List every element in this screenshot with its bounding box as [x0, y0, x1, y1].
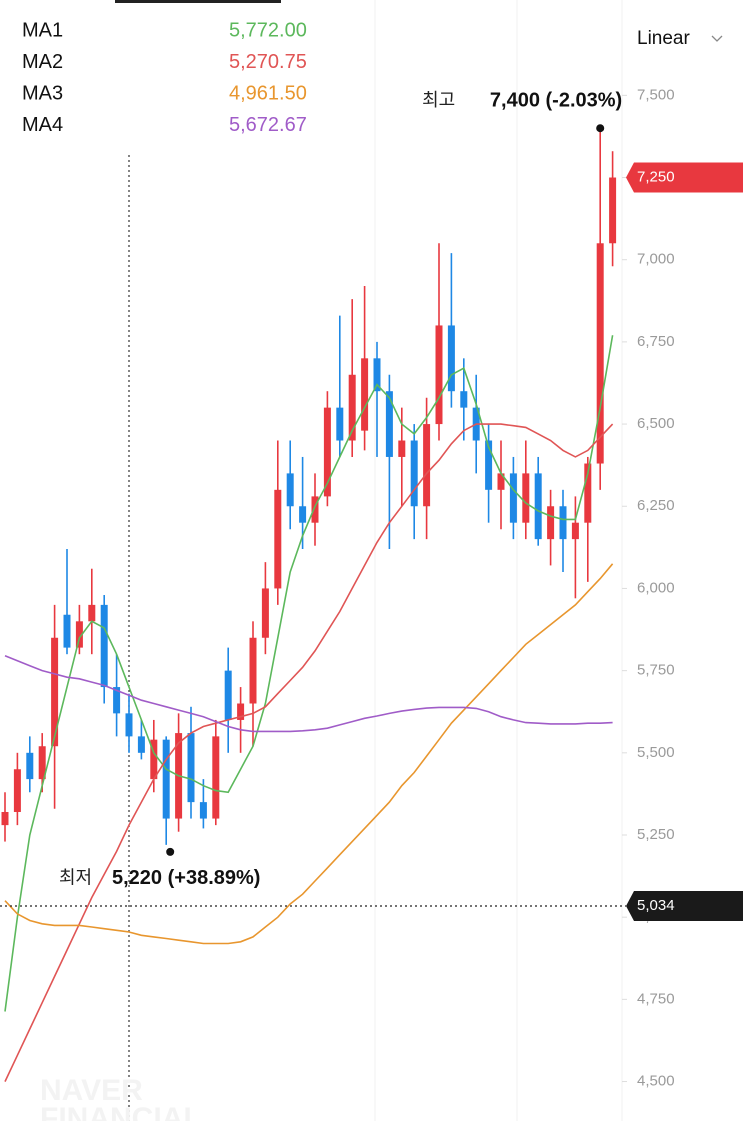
legend-name: MA3 — [22, 82, 63, 104]
candle-body — [274, 489, 282, 589]
candle-body — [435, 325, 443, 425]
candle-body — [75, 621, 83, 648]
candle-body — [299, 506, 307, 523]
scale-toggle[interactable]: Linear — [637, 28, 690, 49]
plot — [1, 128, 617, 1082]
legend-value: 5,270.75 — [229, 51, 307, 73]
y-tick-label: 5,750 — [637, 662, 675, 679]
candle-body — [26, 752, 34, 780]
candle-body — [125, 713, 133, 737]
legend-value: 5,772.00 — [229, 19, 307, 41]
watermark: NAVER — [40, 1074, 143, 1107]
y-tick-label: 5,250 — [637, 826, 675, 843]
candle-body — [51, 637, 59, 747]
candle-body — [361, 358, 369, 431]
price-tag-label: 5,034 — [637, 897, 675, 914]
top-tab — [115, 0, 281, 3]
candle-body — [373, 358, 381, 392]
candle-body — [199, 802, 207, 819]
price-tag — [626, 162, 743, 193]
candle-body — [596, 243, 604, 464]
ma-line — [4, 563, 614, 945]
candle-body — [348, 374, 356, 441]
candle-body — [323, 407, 331, 497]
candle-body — [497, 473, 505, 490]
candle-body — [584, 463, 592, 523]
candle-body — [150, 739, 158, 780]
candle-body — [522, 473, 530, 523]
ma-line — [4, 423, 614, 1082]
candle-body — [423, 424, 431, 507]
candle-body — [410, 440, 418, 507]
candle-body — [38, 746, 46, 780]
candle-body — [460, 391, 468, 408]
candle-body — [212, 736, 220, 819]
candle-body — [162, 739, 170, 819]
candle-body — [137, 736, 145, 753]
candle-body — [63, 614, 71, 648]
legend-value: 5,672.67 — [229, 114, 307, 136]
candle-body — [224, 670, 232, 720]
candle-body — [311, 496, 319, 523]
candle-body — [237, 703, 245, 720]
toggle-chevron[interactable] — [711, 35, 723, 42]
y-tick-label: 4,750 — [637, 990, 675, 1007]
legend-name: MA2 — [22, 51, 63, 73]
candle-body — [509, 473, 517, 523]
low-label-prefix: 최저 — [59, 868, 92, 888]
candle-body — [336, 407, 344, 441]
candle-body — [447, 325, 455, 392]
low-marker — [166, 847, 175, 856]
y-tick-label: 6,750 — [637, 333, 675, 350]
price-tag-label: 7,250 — [637, 168, 675, 185]
y-tick-label: 5,500 — [637, 744, 675, 761]
high-marker — [596, 124, 605, 133]
candle-body — [113, 687, 121, 714]
ma-line — [4, 655, 613, 733]
legend-value: 4,961.50 — [229, 82, 307, 104]
candle-body — [1, 811, 9, 826]
candle-body — [187, 733, 195, 803]
y-tick-label: 6,250 — [637, 497, 675, 514]
y-tick-label: 6,000 — [637, 579, 675, 596]
y-tick-label: 4,500 — [637, 1073, 675, 1090]
ma-line — [4, 335, 614, 1012]
legend-name: MA1 — [22, 19, 63, 41]
candle-body — [485, 440, 493, 490]
low-label: 5,220 (+38.89%) — [112, 867, 260, 889]
candle-body — [398, 440, 406, 457]
y-tick-label: 7,000 — [637, 251, 675, 268]
candle-body — [385, 391, 393, 457]
candle-body — [609, 177, 617, 244]
high-label-prefix: 최고 — [422, 90, 455, 110]
candle-body — [100, 604, 108, 688]
legend-name: MA4 — [22, 114, 63, 136]
high-label: 7,400 (-2.03%) — [490, 89, 622, 111]
price-tag — [626, 891, 743, 922]
candle-body — [88, 604, 96, 622]
y-tick-label: 7,500 — [637, 86, 675, 103]
candle-body — [571, 522, 579, 540]
candle-body — [547, 506, 555, 540]
candle-body — [534, 473, 542, 540]
candle-body — [286, 473, 294, 507]
watermark: FINANCIAL — [40, 1102, 202, 1121]
candle-body — [249, 637, 257, 704]
candle-body — [13, 769, 21, 812]
y-tick-label: 6,500 — [637, 415, 675, 432]
candle-body — [261, 588, 269, 638]
candle-body — [559, 506, 567, 540]
